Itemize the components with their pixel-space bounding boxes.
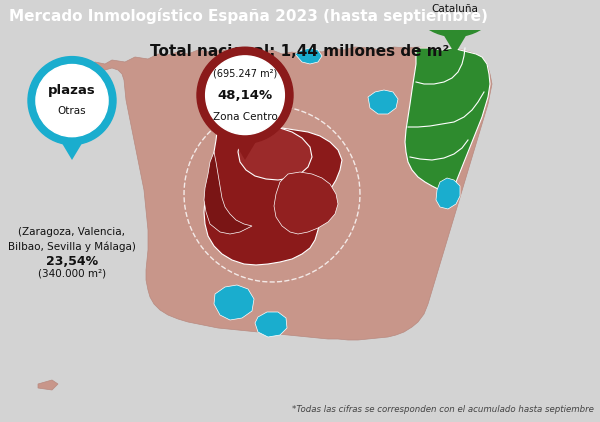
Circle shape <box>28 57 116 145</box>
Text: (695.247 m²): (695.247 m²) <box>213 68 277 78</box>
Text: Total nacional: 1,44 millones de m²: Total nacional: 1,44 millones de m² <box>151 44 449 59</box>
Polygon shape <box>38 380 58 390</box>
Text: 23,54%: 23,54% <box>46 255 98 268</box>
Polygon shape <box>295 48 322 64</box>
Text: Otras: Otras <box>58 106 86 116</box>
Polygon shape <box>433 16 478 54</box>
Text: plazas: plazas <box>48 84 96 97</box>
Polygon shape <box>52 127 92 160</box>
Text: Cataluña: Cataluña <box>431 4 478 14</box>
Circle shape <box>405 0 505 36</box>
Polygon shape <box>405 48 490 192</box>
Text: Zona Centro: Zona Centro <box>212 112 277 122</box>
Polygon shape <box>274 172 338 234</box>
Text: 48,14%: 48,14% <box>217 89 272 102</box>
Polygon shape <box>238 124 312 180</box>
Text: Mercado Inmologístico España 2023 (hasta septiembre): Mercado Inmologístico España 2023 (hasta… <box>9 8 488 24</box>
Polygon shape <box>436 178 460 209</box>
Text: Bilbao, Sevilla y Málaga): Bilbao, Sevilla y Málaga) <box>8 241 136 252</box>
Circle shape <box>36 65 108 137</box>
Polygon shape <box>214 285 254 320</box>
Polygon shape <box>55 47 492 340</box>
Circle shape <box>197 47 293 143</box>
Text: (340.000 m²): (340.000 m²) <box>38 269 106 279</box>
Text: *Todas las cifras se corresponden con el acumulado hasta septiembre: *Todas las cifras se corresponden con el… <box>292 405 594 414</box>
Polygon shape <box>255 312 287 337</box>
Circle shape <box>206 56 284 135</box>
Text: (Zaragoza, Valencia,: (Zaragoza, Valencia, <box>19 227 125 237</box>
Polygon shape <box>223 124 266 160</box>
Polygon shape <box>368 90 398 114</box>
Polygon shape <box>204 152 252 234</box>
Polygon shape <box>204 120 342 265</box>
Circle shape <box>414 0 496 27</box>
